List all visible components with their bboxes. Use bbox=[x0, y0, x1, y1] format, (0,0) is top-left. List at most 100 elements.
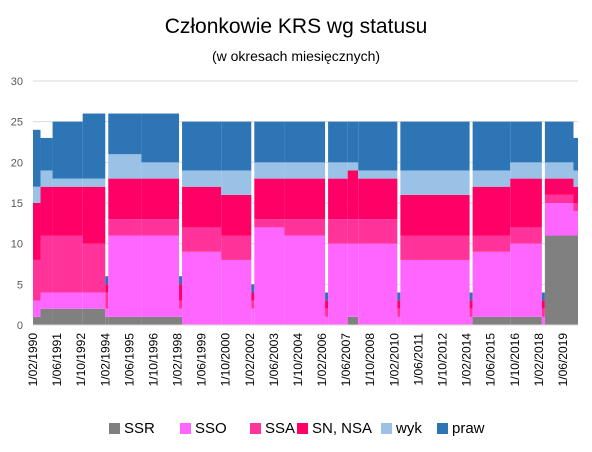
stack-segment bbox=[325, 316, 329, 325]
x-tick-label: 1/10/2008 bbox=[363, 333, 377, 387]
stack-segment bbox=[510, 178, 542, 228]
stack-segment bbox=[325, 308, 329, 317]
stack-segment bbox=[182, 251, 222, 325]
stack-segment bbox=[33, 203, 41, 260]
stack-segment bbox=[105, 292, 109, 309]
x-tick-label: 1/10/2000 bbox=[219, 333, 233, 387]
stack-segment bbox=[544, 178, 574, 195]
x-tick-label: 1/10/1992 bbox=[74, 333, 88, 387]
stack-segment bbox=[510, 243, 542, 317]
stack-segment bbox=[33, 316, 41, 325]
x-tick-label: 1/06/1991 bbox=[50, 333, 64, 387]
stack-segment bbox=[251, 300, 255, 309]
stack-segment bbox=[544, 235, 574, 325]
stack-segment bbox=[182, 170, 222, 187]
stack-segment bbox=[82, 308, 106, 325]
stack-segment bbox=[52, 308, 83, 325]
stack-segment bbox=[141, 113, 180, 163]
x-tick-label: 1/02/2018 bbox=[532, 333, 546, 387]
stack-segment bbox=[105, 276, 109, 285]
stack-segment bbox=[544, 121, 574, 163]
stack-segment bbox=[254, 219, 285, 228]
stack-segment bbox=[82, 113, 106, 179]
stack-segment bbox=[284, 235, 326, 325]
stack-segment bbox=[400, 235, 470, 260]
stack-segment bbox=[82, 243, 106, 293]
x-tick-label: 1/06/1995 bbox=[122, 333, 136, 387]
legend-swatch bbox=[250, 423, 261, 434]
stack-segment bbox=[469, 308, 473, 317]
chart-subtitle: (w okresach miesięcznych) bbox=[212, 48, 380, 64]
x-tick-label: 1/10/2012 bbox=[436, 333, 450, 387]
stack-segment bbox=[105, 308, 109, 317]
x-tick-label: 1/10/1996 bbox=[146, 333, 160, 387]
stack-segment bbox=[33, 186, 41, 203]
stack-segment bbox=[141, 219, 180, 236]
stack-segment bbox=[82, 186, 106, 244]
stack-segment bbox=[52, 178, 83, 187]
y-tick-label: 20 bbox=[11, 157, 23, 169]
stack-segment bbox=[52, 186, 83, 236]
stack-segment bbox=[179, 284, 183, 301]
stack-segment bbox=[108, 219, 142, 236]
legend-swatch bbox=[437, 423, 448, 434]
x-tick-label: 1/06/2019 bbox=[556, 333, 570, 387]
stack-segment bbox=[328, 243, 348, 325]
stack-segment bbox=[358, 219, 398, 244]
stack-segment bbox=[254, 178, 285, 220]
stack-segment bbox=[40, 170, 53, 187]
x-tick-label: 1/02/2002 bbox=[243, 333, 257, 387]
legend-swatch bbox=[297, 423, 308, 434]
y-tick-label: 5 bbox=[17, 279, 23, 291]
stack-segment bbox=[510, 316, 542, 325]
stack-segment bbox=[284, 219, 326, 236]
stack-segment bbox=[182, 227, 222, 252]
stack-segment bbox=[397, 308, 401, 317]
stack-segment bbox=[105, 316, 109, 325]
x-tick-label: 1/02/1990 bbox=[26, 333, 40, 387]
stack-segment bbox=[544, 194, 574, 203]
legend-label: praw bbox=[452, 420, 485, 437]
stack-segment bbox=[108, 316, 142, 325]
stack-segment bbox=[358, 121, 398, 171]
stack-segment bbox=[40, 137, 53, 171]
stack-segment bbox=[179, 276, 183, 285]
stack-segment bbox=[52, 235, 83, 293]
stack-segment bbox=[397, 300, 401, 309]
stack-segment bbox=[469, 292, 473, 301]
stack-segment bbox=[472, 251, 511, 317]
stack-segment bbox=[328, 178, 348, 220]
stack-segment bbox=[472, 186, 511, 236]
stack-segment bbox=[347, 243, 359, 317]
chart-title: Członkowie KRS wg statusu bbox=[165, 15, 428, 38]
stack-segment bbox=[347, 162, 359, 171]
legend-swatch bbox=[180, 423, 191, 434]
stack-segment bbox=[82, 178, 106, 187]
stack-segment bbox=[182, 186, 222, 228]
stack-segment bbox=[400, 121, 470, 171]
x-tick-label: 1/06/1999 bbox=[195, 333, 209, 387]
stack-segment bbox=[358, 243, 398, 325]
legend-label: SSR bbox=[124, 420, 155, 437]
stack-segment bbox=[573, 235, 578, 325]
x-tick-label: 1/06/2015 bbox=[484, 333, 498, 387]
legend-swatch bbox=[109, 423, 120, 434]
stack-segment bbox=[221, 259, 252, 325]
stack-segment bbox=[544, 203, 574, 236]
plot-area bbox=[33, 113, 578, 325]
stack-segment bbox=[573, 203, 578, 212]
stack-segment bbox=[251, 292, 255, 301]
stack-segment bbox=[510, 227, 542, 244]
stack-segment bbox=[284, 121, 326, 163]
stack-segment bbox=[40, 186, 53, 236]
stack-segment bbox=[105, 284, 109, 293]
stack-segment bbox=[347, 219, 359, 244]
stack-segment bbox=[573, 137, 578, 171]
stack-segment bbox=[400, 259, 470, 325]
legend-label: SSA bbox=[265, 420, 295, 437]
stack-segment bbox=[254, 227, 285, 325]
y-axis: 0 5 10 15 20 25 30 bbox=[11, 76, 23, 332]
stack-segment bbox=[221, 170, 252, 195]
y-tick-label: 25 bbox=[11, 117, 23, 129]
stack-segment bbox=[221, 194, 252, 236]
